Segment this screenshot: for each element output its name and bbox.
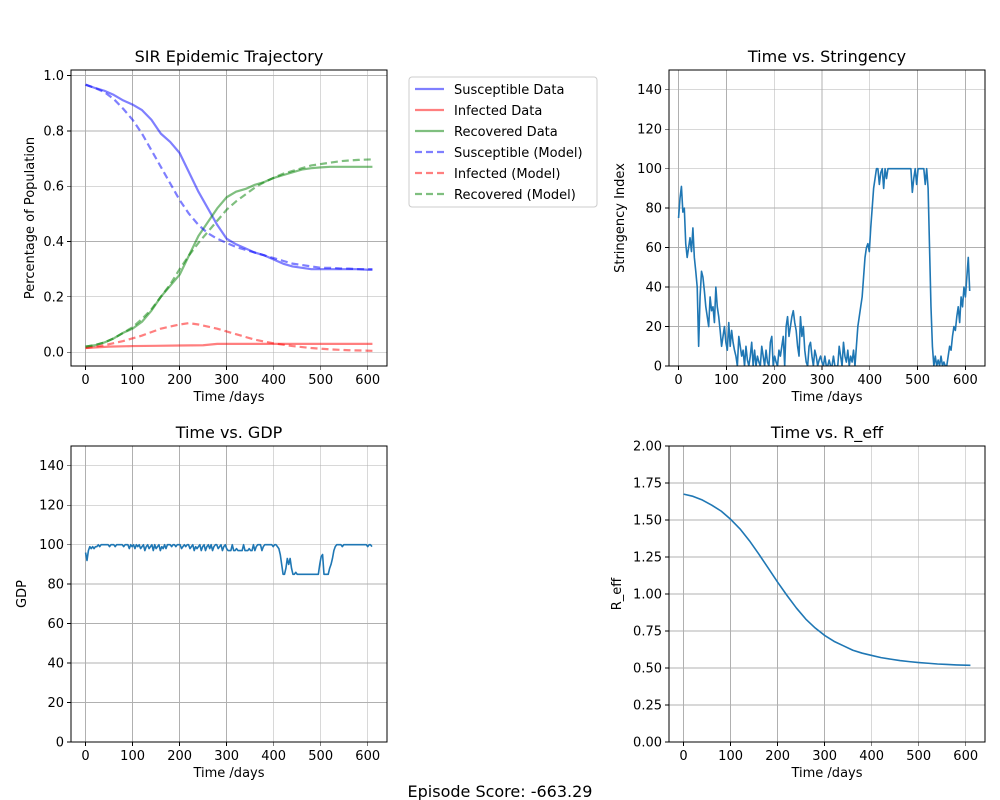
stringency-xtick-label-4: 400 [857, 373, 882, 388]
sir-ytick-label-0: 0.0 [43, 346, 64, 361]
gdp-xtick-label-2: 200 [167, 749, 192, 764]
stringency-plot: 0 100 200 300 400 500 600 0 20 40 60 80 100 120 140 Tim… [613, 47, 986, 405]
reff-ytick-label-5: 1.25 [633, 551, 662, 566]
legend-label-1: Infected Data [454, 104, 542, 119]
reff-series-0 [683, 493, 971, 667]
sir-xtick-label-3: 300 [214, 373, 239, 388]
reff-ytick-label-4: 1.00 [633, 588, 662, 603]
stringency-ytick-label-2: 40 [645, 281, 662, 296]
sir-xtick-label-5: 500 [308, 373, 333, 388]
reff-plot: 0 100 200 300 400 500 600 0.00 0.25 0.50 0.75 1.00 1… [610, 423, 986, 781]
sir-xtick-label-6: 600 [355, 373, 380, 388]
gdp-xtick-label-5: 500 [308, 749, 333, 764]
stringency-xtick-label-2: 200 [762, 373, 787, 388]
legend-label-4: Infected (Model) [454, 167, 560, 182]
reff-xlabel: Time /days [790, 766, 862, 781]
sir-title: SIR Epidemic Trajectory [135, 47, 324, 66]
reff-ytick-label-1: 0.25 [633, 699, 662, 714]
sir-series-2 [85, 165, 373, 348]
gdp-ytick-label-7: 140 [39, 459, 64, 474]
stringency-ytick-label-4: 80 [645, 202, 662, 217]
reff-xtick-label-1: 100 [718, 749, 743, 764]
sir-xtick-label-2: 200 [167, 373, 192, 388]
reff-ytick-label-8: 2.00 [633, 440, 662, 455]
sir-series-3 [85, 83, 373, 271]
sir-ytick-label-3: 0.6 [43, 180, 64, 195]
reff-ytick-label-7: 1.75 [633, 477, 662, 492]
gdp-ytick-label-2: 40 [47, 657, 64, 672]
stringency-xtick-label-3: 300 [810, 373, 835, 388]
reff-xtick-label-0: 0 [679, 749, 687, 764]
reff-ylabel: R_eff [610, 577, 625, 611]
legend-box [408, 76, 598, 208]
gdp-ytick-label-4: 80 [47, 578, 64, 593]
reff-ytick-label-0: 0.00 [633, 736, 662, 751]
gdp-plot: 0 100 200 300 400 500 600 0 20 40 60 80 100 120 140 Tim… [15, 423, 388, 781]
stringency-ylabel: Stringency Index [613, 163, 628, 273]
sir-ylabel: Percentage of Population [23, 137, 38, 299]
reff-title: Time vs. R_eff [770, 423, 884, 443]
reff-xtick-label-2: 200 [765, 749, 790, 764]
stringency-ytick-label-5: 100 [637, 162, 662, 177]
sir-xtick-label-1: 100 [120, 373, 145, 388]
legend-label-3: Susceptible (Model) [454, 146, 583, 161]
stringency-ytick-label-1: 20 [645, 320, 662, 335]
gdp-xtick-label-6: 600 [355, 749, 380, 764]
stringency-xtick-label-5: 500 [905, 373, 930, 388]
gdp-xlabel: Time /days [192, 766, 264, 781]
sir-xtick-label-0: 0 [81, 373, 89, 388]
stringency-ytick-label-7: 140 [637, 83, 662, 98]
reff-xtick-label-5: 500 [906, 749, 931, 764]
gdp-frame [70, 445, 388, 743]
reff-xtick-label-3: 300 [812, 749, 837, 764]
reff-xtick-label-4: 400 [859, 749, 884, 764]
gdp-ytick-label-3: 60 [47, 617, 64, 632]
sir-legend: Susceptible Data Infected Data Recovered D… [408, 76, 598, 208]
stringency-xtick-label-0: 0 [674, 373, 682, 388]
gdp-xtick-label-4: 400 [261, 749, 286, 764]
sir-ytick-label-2: 0.4 [43, 235, 64, 250]
stringency-xlabel: Time /days [790, 390, 862, 405]
stringency-xtick-label-1: 100 [714, 373, 739, 388]
stringency-series-0 [677, 167, 971, 366]
stringency-title: Time vs. Stringency [747, 47, 906, 66]
gdp-ylabel: GDP [15, 580, 30, 608]
reff-ytick-label-3: 0.75 [633, 625, 662, 640]
stringency-xtick-label-6: 600 [953, 373, 978, 388]
sir-series-5 [85, 158, 373, 348]
legend-label-0: Susceptible Data [454, 83, 564, 98]
stringency-frame [668, 69, 986, 367]
reff-ytick-label-2: 0.50 [633, 662, 662, 677]
stringency-ytick-label-3: 60 [645, 241, 662, 256]
stringency-ytick-label-0: 0 [654, 360, 662, 375]
gdp-ytick-label-6: 120 [39, 499, 64, 514]
reff-ytick-label-6: 1.50 [633, 514, 662, 529]
sir-ytick-label-1: 0.2 [43, 290, 64, 305]
sir-ytick-label-4: 0.8 [43, 124, 64, 139]
gdp-xtick-label-0: 0 [81, 749, 89, 764]
gdp-xtick-label-1: 100 [120, 749, 145, 764]
sir-xtick-label-4: 400 [261, 373, 286, 388]
sir-ytick-label-5: 1.0 [43, 69, 64, 84]
sir-series-0 [85, 83, 373, 271]
sir-series-4 [85, 322, 373, 352]
sir-trajectory-plot: 0 100 200 300 400 500 600 0.0 0.2 0.4 0.6 0.8 1.0 Tim… [23, 47, 388, 405]
legend-label-2: Recovered Data [454, 125, 558, 140]
gdp-ytick-label-0: 0 [56, 736, 64, 751]
gdp-ytick-label-5: 100 [39, 538, 64, 553]
gdp-xtick-label-3: 300 [214, 749, 239, 764]
gdp-title: Time vs. GDP [175, 423, 283, 442]
reff-xtick-label-6: 600 [953, 749, 978, 764]
gdp-series-0 [84, 543, 373, 576]
legend-label-5: Recovered (Model) [454, 188, 576, 203]
sir-frame [70, 69, 388, 367]
episode-score: Episode Score: -663.29 [408, 782, 593, 800]
sir-xlabel: Time /days [192, 390, 264, 405]
gdp-ytick-label-1: 20 [47, 696, 64, 711]
stringency-ytick-label-6: 120 [637, 123, 662, 138]
sir-series-1 [85, 342, 373, 350]
